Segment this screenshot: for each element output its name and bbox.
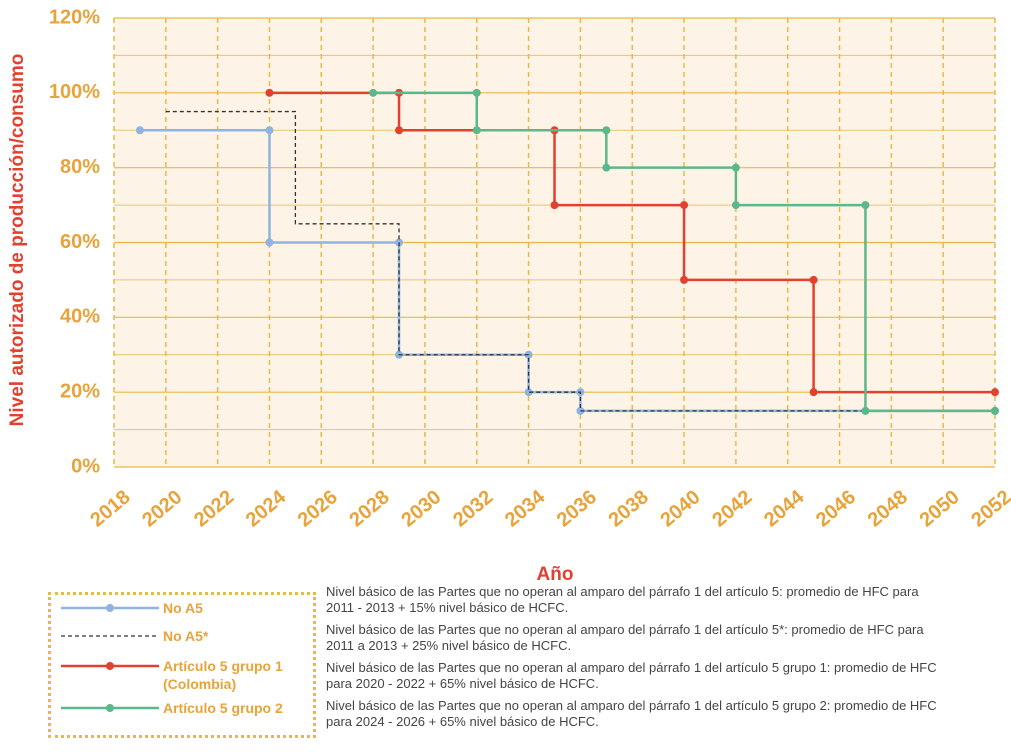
x-tick-label: 2034 — [501, 485, 550, 531]
legend-label: Artículo 5 grupo 2 — [163, 700, 283, 716]
series-marker — [680, 275, 689, 284]
x-tick-label: 2042 — [708, 486, 756, 531]
y-tick-label: 40% — [60, 306, 100, 328]
series-marker — [265, 126, 274, 135]
x-tick-label: 2046 — [812, 486, 860, 531]
legend-label: Artículo 5 grupo 1 (Colombia) — [163, 658, 283, 692]
x-tick-label: 2030 — [397, 486, 445, 531]
y-axis-label: Nivel autorizado de producción/consumo — [7, 54, 28, 427]
series-marker — [861, 201, 870, 210]
y-tick-label: 60% — [60, 231, 100, 253]
x-tick-label: 2038 — [605, 486, 653, 531]
x-tick-label: 2022 — [190, 486, 238, 531]
legend-marker — [106, 662, 114, 670]
x-tick-label: 2050 — [916, 486, 964, 531]
legend-marker — [106, 604, 114, 612]
note: Nivel básico de las Partes que no operan… — [326, 660, 937, 691]
series-marker — [602, 126, 611, 135]
series-marker — [731, 163, 740, 172]
legend: No A5 No A5* Artículo 5 grupo 1 (Colombia)… — [48, 592, 316, 738]
series-marker — [731, 201, 740, 210]
x-tick-label: 2028 — [345, 486, 393, 531]
series-line — [373, 91, 995, 413]
x-tick-label: 2048 — [864, 486, 912, 531]
note: Nivel básico de las Partes que no operan… — [326, 622, 924, 653]
legend-label: No A5* — [163, 628, 209, 644]
legend-entry: Artículo 5 grupo 2 — [59, 699, 303, 717]
series-marker — [265, 88, 274, 97]
legend-swatch — [61, 635, 159, 637]
series-marker — [809, 388, 818, 397]
legend-marker — [106, 704, 114, 712]
series-marker — [265, 238, 274, 247]
series-marker — [991, 406, 999, 415]
x-tick-label: 2032 — [449, 486, 497, 531]
series-marker — [861, 406, 870, 415]
series-line — [269, 91, 995, 394]
notes: Nivel básico de las Partes que no operan… — [326, 584, 946, 736]
y-tick-label: 100% — [49, 81, 100, 103]
x-tick-label: 2036 — [553, 486, 601, 531]
legend-entry: No A5* — [59, 627, 303, 645]
x-tick-label: 2024 — [242, 485, 291, 531]
x-tick-label: 2052 — [967, 486, 1011, 531]
x-tick-label: 2020 — [138, 486, 186, 531]
series-marker — [369, 88, 378, 97]
series-marker — [472, 126, 481, 135]
series-marker — [550, 201, 559, 210]
legend-swatch — [61, 662, 159, 670]
y-tick-label: 80% — [60, 156, 100, 178]
series-marker — [991, 388, 999, 397]
series-marker — [472, 88, 481, 97]
legend-swatch — [61, 704, 159, 712]
series-marker — [680, 201, 689, 210]
y-tick-label: 120% — [49, 6, 100, 28]
legend-entry: Artículo 5 grupo 1 (Colombia) — [59, 657, 303, 693]
series-line — [165, 110, 995, 412]
series-marker — [395, 126, 404, 135]
note: Nivel básico de las Partes que no operan… — [326, 698, 937, 729]
y-tick-label: 20% — [60, 380, 100, 402]
note: Nivel básico de las Partes que no operan… — [326, 584, 919, 615]
x-tick-label: 2040 — [656, 486, 704, 531]
x-tick-label: 2044 — [760, 485, 809, 531]
chart: Año Nivel autorizado de producción/consu… — [7, 6, 1011, 585]
x-axis-label: Año — [537, 564, 574, 585]
series-marker — [809, 275, 818, 284]
series-marker — [602, 163, 611, 172]
series-marker — [524, 388, 533, 397]
x-tick-label: 2026 — [294, 486, 342, 531]
y-tick-label: 0% — [71, 455, 100, 477]
series-marker — [576, 406, 585, 415]
legend-swatch — [61, 604, 159, 612]
x-tick-label: 2018 — [86, 486, 134, 531]
series-marker — [135, 126, 144, 135]
legend-entry: No A5 — [59, 599, 303, 617]
legend-label: No A5 — [163, 600, 203, 616]
